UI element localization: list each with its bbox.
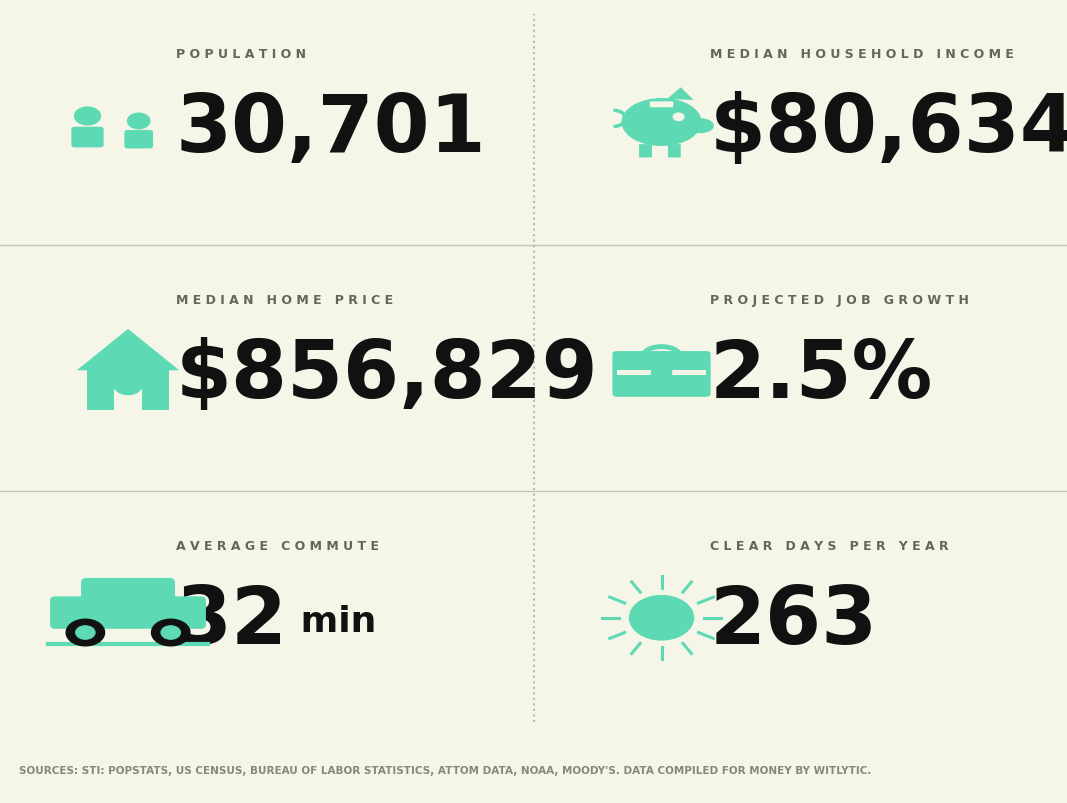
FancyBboxPatch shape [612, 352, 711, 397]
Text: A V E R A G E   C O M M U T E: A V E R A G E C O M M U T E [176, 540, 379, 552]
Circle shape [630, 596, 694, 640]
Circle shape [75, 108, 100, 126]
Ellipse shape [114, 380, 142, 402]
Circle shape [128, 114, 149, 129]
FancyBboxPatch shape [651, 365, 672, 381]
FancyBboxPatch shape [50, 597, 206, 629]
Text: 2.5%: 2.5% [710, 337, 933, 415]
Circle shape [673, 114, 684, 121]
FancyBboxPatch shape [71, 128, 103, 149]
Text: P O P U L A T I O N: P O P U L A T I O N [176, 48, 306, 61]
Text: 263: 263 [710, 583, 878, 661]
Circle shape [161, 626, 180, 639]
Ellipse shape [688, 119, 714, 134]
Circle shape [114, 376, 142, 395]
FancyBboxPatch shape [639, 145, 652, 158]
Text: 32: 32 [176, 583, 288, 661]
Ellipse shape [621, 99, 702, 147]
Text: M E D I A N   H O M E   P R I C E: M E D I A N H O M E P R I C E [176, 294, 393, 307]
Circle shape [66, 619, 105, 646]
FancyBboxPatch shape [125, 131, 153, 149]
Text: M E D I A N   H O U S E H O L D   I N C O M E: M E D I A N H O U S E H O L D I N C O M … [710, 48, 1014, 61]
Polygon shape [667, 88, 694, 100]
Text: $80,634: $80,634 [710, 92, 1067, 169]
FancyBboxPatch shape [650, 102, 673, 108]
Text: C L E A R   D A Y S   P E R   Y E A R: C L E A R D A Y S P E R Y E A R [710, 540, 949, 552]
FancyBboxPatch shape [617, 370, 706, 376]
Polygon shape [77, 329, 179, 371]
FancyBboxPatch shape [114, 390, 142, 410]
FancyBboxPatch shape [81, 578, 175, 608]
Text: min: min [288, 605, 377, 638]
Text: 30,701: 30,701 [176, 92, 487, 169]
Text: P R O J E C T E D   J O B   G R O W T H: P R O J E C T E D J O B G R O W T H [710, 294, 969, 307]
Text: $856,829: $856,829 [176, 337, 599, 415]
Text: SOURCES: STI: POPSTATS, US CENSUS, BUREAU OF LABOR STATISTICS, ATTOM DATA, NOAA,: SOURCES: STI: POPSTATS, US CENSUS, BUREA… [19, 765, 872, 775]
Circle shape [76, 626, 95, 639]
FancyBboxPatch shape [668, 145, 681, 158]
Circle shape [152, 619, 190, 646]
FancyBboxPatch shape [87, 369, 169, 410]
